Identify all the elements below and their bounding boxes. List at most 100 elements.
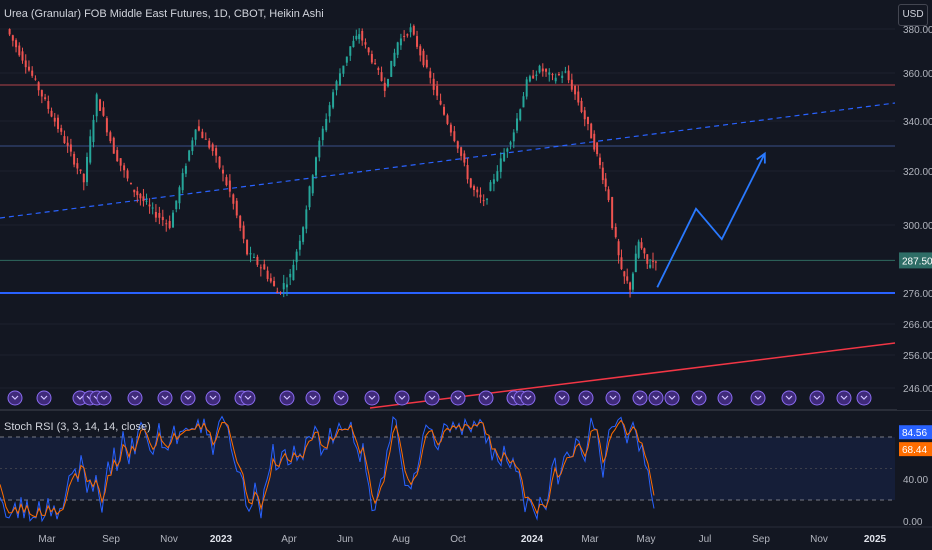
candle-body <box>18 45 21 56</box>
chart-title: Urea (Granular) FOB Middle East Futures,… <box>4 8 324 20</box>
candle-body <box>136 191 139 196</box>
candle-body <box>535 74 538 76</box>
candle-body <box>590 123 593 139</box>
candle-body <box>285 284 288 288</box>
currency-button[interactable]: USD <box>898 4 928 26</box>
event-marker-icon <box>100 395 108 400</box>
event-marker <box>809 390 825 406</box>
candle-body <box>259 267 262 269</box>
event-marker <box>691 390 707 406</box>
candle-body <box>506 148 509 152</box>
candle-body <box>522 96 525 108</box>
candle-body <box>446 115 449 124</box>
candle-body <box>654 261 657 263</box>
candle-body <box>460 147 463 156</box>
candle-body <box>289 273 292 278</box>
candle-body <box>532 75 535 79</box>
candle-body <box>165 223 168 225</box>
candle-body <box>516 118 519 131</box>
candle-body <box>126 170 129 179</box>
candle-body <box>201 131 204 139</box>
candle-body <box>390 60 393 77</box>
stoch-tick-label: 0.00 <box>903 517 923 528</box>
price-tick-label: 360.00 <box>903 69 932 80</box>
event-marker <box>36 390 52 406</box>
candle-body <box>168 221 171 228</box>
candle-body <box>439 100 442 105</box>
candle-body <box>69 144 72 152</box>
event-marker-icon <box>309 395 317 400</box>
candle-body <box>332 92 335 108</box>
candle-body <box>86 156 89 183</box>
candle-body <box>184 165 187 174</box>
candle-body <box>66 142 69 146</box>
indicator-title: Stoch RSI (3, 3, 14, 14, close) <box>4 421 151 433</box>
candle-body <box>564 71 567 73</box>
price-tick-label: 300.00 <box>903 221 932 232</box>
candle-body <box>239 215 242 228</box>
candle-body <box>99 99 102 111</box>
event-marker-icon <box>813 395 821 400</box>
event-marker-icon <box>524 395 532 400</box>
candle-body <box>305 209 308 229</box>
event-marker <box>240 390 256 406</box>
price-tick-label: 276.00 <box>903 289 932 300</box>
candle-body <box>263 264 266 270</box>
event-marker-icon <box>184 395 192 400</box>
candle-body <box>406 34 409 36</box>
price-axis <box>897 0 932 410</box>
candle-body <box>266 270 269 279</box>
candle-body <box>246 239 249 255</box>
candle-body <box>273 280 276 286</box>
candle-body <box>601 167 604 181</box>
candle-body <box>105 118 108 133</box>
stoch-d-badge-label: 68.44 <box>902 445 927 456</box>
event-marker-icon <box>398 395 406 400</box>
candle-body <box>37 82 40 91</box>
candle-body <box>53 117 56 122</box>
candle-body <box>545 68 548 72</box>
price-tick-label: 256.00 <box>903 351 932 362</box>
time-tick-label: Apr <box>281 534 297 545</box>
projection-path <box>656 153 766 288</box>
candle-body <box>473 186 476 190</box>
candle-body <box>570 79 573 90</box>
candle-body <box>387 78 390 87</box>
event-marker <box>157 390 173 406</box>
candle-body <box>197 126 200 131</box>
time-tick-label: Sep <box>102 534 120 545</box>
candle-body <box>204 138 207 140</box>
time-tick-label: Nov <box>810 534 828 545</box>
candles <box>8 23 657 298</box>
candle-body <box>338 73 341 86</box>
candle-body <box>328 105 331 117</box>
candle-body <box>50 110 53 117</box>
candle-body <box>175 200 178 210</box>
candle-body <box>345 56 348 63</box>
candle-body <box>47 101 50 109</box>
candle-body <box>486 198 489 200</box>
time-tick-label: Nov <box>160 534 178 545</box>
candle-body <box>31 70 34 76</box>
candle-body <box>27 66 30 71</box>
candle-body <box>34 78 37 80</box>
candle-body <box>148 204 151 207</box>
event-marker-icon <box>40 395 48 400</box>
event-marker-icon <box>785 395 793 400</box>
event-marker-icon <box>582 395 590 400</box>
time-tick-label: Jun <box>337 534 353 545</box>
price-tick-label: 246.00 <box>903 384 932 395</box>
event-marker-icon <box>76 395 84 400</box>
time-tick-label: Sep <box>752 534 770 545</box>
candle-body <box>617 241 620 256</box>
candle-body <box>133 189 136 193</box>
event-marker <box>632 390 648 406</box>
candle-body <box>449 124 452 133</box>
candle-body <box>637 241 640 258</box>
event-marker-icon <box>860 395 868 400</box>
candle-body <box>276 291 279 294</box>
candle-body <box>367 47 370 53</box>
time-tick-label: 2023 <box>210 534 233 545</box>
candle-body <box>443 106 446 115</box>
